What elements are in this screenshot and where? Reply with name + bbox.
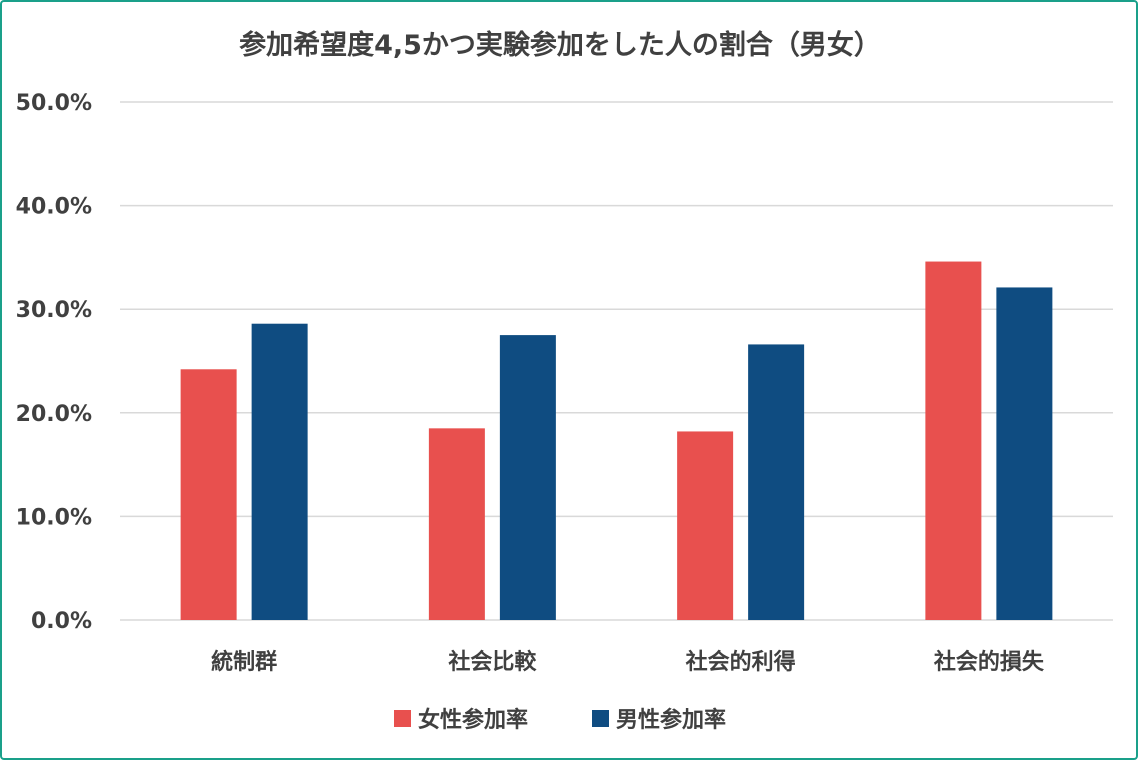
x-category-label: 統制群: [211, 649, 277, 675]
x-category-label: 社会比較: [448, 649, 537, 675]
legend: 女性参加率 男性参加率: [394, 707, 726, 733]
y-tick-label: 20.0%: [16, 402, 92, 427]
legend-label: 女性参加率: [418, 707, 528, 733]
legend-swatch: [592, 710, 609, 727]
bar-female: [180, 369, 237, 620]
y-axis-ticks: 0.0% 10.0% 20.0% 30.0% 40.0% 50.0%: [16, 91, 92, 634]
x-category-label: 社会的利得: [686, 649, 796, 675]
x-category-label: 社会的損失: [934, 649, 1045, 675]
bar-male: [748, 344, 805, 620]
chart-title: 参加希望度4,5かつ実験参加をした人の割合（男女）: [239, 29, 881, 61]
y-tick-label: 50.0%: [16, 91, 92, 116]
y-tick-label: 0.0%: [31, 609, 92, 634]
bar-male: [251, 323, 308, 620]
legend-label: 男性参加率: [616, 707, 726, 733]
y-tick-label: 30.0%: [16, 298, 92, 323]
bar-male: [996, 287, 1053, 620]
y-tick-label: 40.0%: [16, 195, 92, 220]
bar-female: [428, 428, 485, 620]
x-axis-categories: 統制群 社会比較 社会的利得 社会的損失: [211, 649, 1045, 675]
legend-swatch: [394, 710, 411, 727]
bar-female: [677, 431, 734, 620]
bar-female: [925, 261, 982, 620]
bar-male: [499, 335, 556, 620]
y-tick-label: 10.0%: [16, 505, 92, 530]
bars: [180, 261, 1053, 620]
